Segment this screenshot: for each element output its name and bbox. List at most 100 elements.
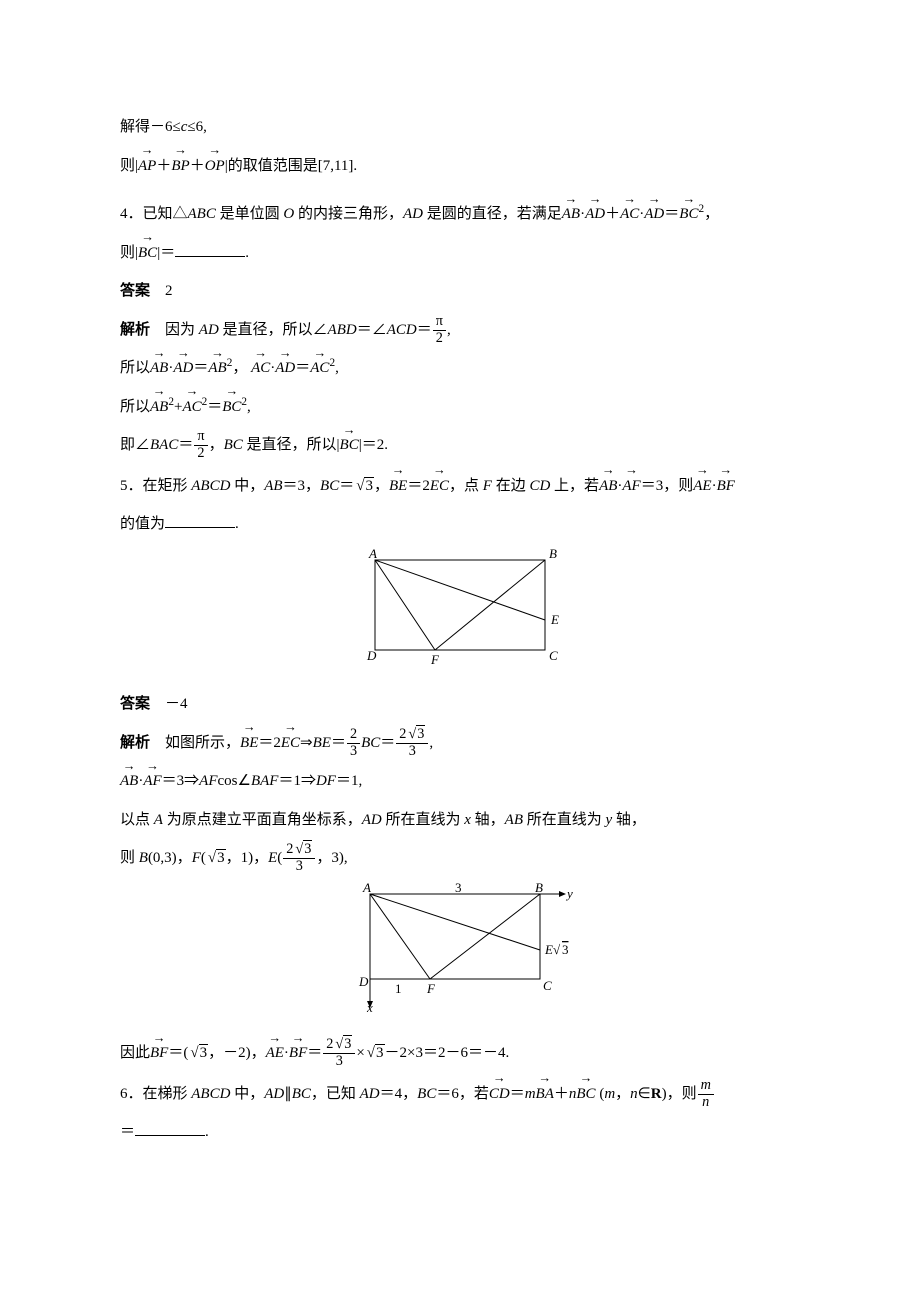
vec: AC [310,351,329,386]
vec: BE [240,726,258,761]
vec: BF [289,1036,307,1071]
sqrt3: 3 [365,1036,385,1071]
text: 因此 [120,1045,150,1061]
text: ( [596,1086,605,1102]
vec: BF [150,1036,168,1071]
var: n [630,1086,638,1102]
svg-text:A: A [362,882,371,895]
vec: AB [120,764,138,799]
label-e: E [550,612,559,627]
var: x [464,812,471,828]
eq: ＝ [193,360,208,376]
var: BE [313,735,331,751]
vec-af: AF [622,469,640,504]
text: 的值为 [120,516,165,532]
text: ＝ [510,1086,525,1102]
svg-text:B: B [535,882,543,895]
q4-explain-3: 所以AB2+AC2＝BC2, [120,390,800,425]
text: 是直径，所以| [243,437,340,453]
q5-diagram-1: A B C D E F [120,548,800,682]
text: ＝ [417,322,432,338]
text: ＝ [120,1124,135,1140]
explain-label: 解析 [120,322,150,338]
sqrt3: 3 [354,469,374,504]
frac: 23 [347,727,360,759]
text: cos∠ [218,773,251,789]
var: AB [264,478,282,494]
text: |＝ [157,245,175,261]
text: 上，若 [550,478,599,494]
label-b: B [549,548,557,561]
answer-label: 答案 [120,283,150,299]
text: , [447,322,451,338]
svg-text:√: √ [553,942,561,957]
text: ＝ [380,735,395,751]
text: ＝3， [283,478,321,494]
text: ，－2)， [208,1045,266,1061]
svg-text:C: C [543,978,552,993]
var: ACD [387,322,417,338]
var: A [154,812,163,828]
answer-value: 2 [165,283,173,299]
q5-explain-1: 解析如图所示，BE＝2EC⇒BE＝23BC＝233, [120,726,800,761]
label-d: D [366,648,377,663]
var: B [139,850,148,866]
text: , [429,735,433,751]
q5-stem-2: 的值为. [120,507,800,542]
q5-explain-3: 以点 A 为原点建立平面直角坐标系，AD 所在直线为 x 轴，AB 所在直线为 … [120,803,800,838]
vec: AB [150,390,168,425]
text: 所以 [120,399,150,415]
vec-cd: CD [489,1077,510,1112]
var: AF [199,773,217,789]
var: E [268,850,277,866]
text: 如图所示， [165,735,240,751]
var: O [283,206,294,222]
text: ⇒ [300,735,313,751]
text: 则| [120,245,138,261]
var: AD [264,1086,284,1102]
var: AD [403,206,423,222]
text: 所在直线为 [382,812,465,828]
vec-ba: BA [536,1077,554,1112]
q5-explain-4: 则 B(0,3)，F(3，1)，E(233，3), [120,841,800,876]
text: |＝2. [359,437,388,453]
text: 即∠ [120,437,150,453]
text: 则| [120,158,138,174]
var: AD [362,812,382,828]
vec: AC [251,351,270,386]
text: 解得－6≤ [120,119,181,135]
var: ABC [188,206,216,222]
var: ABCD [191,478,230,494]
var: BC [320,478,339,494]
text: 中， [230,478,264,494]
explain-label: 解析 [120,735,150,751]
text: 是直径，所以∠ [219,322,328,338]
vec-ad: AD [644,197,664,232]
q4-stem-2: 则|BC|＝. [120,236,800,271]
var: m [604,1086,615,1102]
label-f: F [430,652,440,667]
text: , [335,360,339,376]
blank [135,1120,205,1136]
vec-ap: AP [138,149,156,184]
vec-bc: BC [576,1077,595,1112]
text: 4．已知△ [120,206,188,222]
text: ＝1⇒ [278,773,316,789]
vec: BC [222,390,241,425]
text: 中， [230,1086,264,1102]
text: ，3), [316,850,347,866]
vec-op: OP [205,149,225,184]
set-R: R [651,1086,662,1102]
vec: AC [182,390,201,425]
text: 是圆的直径，若满足 [423,206,562,222]
var: BC [224,437,243,453]
text: 所以 [120,360,150,376]
text: ， [615,1086,630,1102]
var: AB [505,812,523,828]
svg-text:x: x [366,1000,373,1015]
blank [165,512,235,528]
q6-stem: 6．在梯形 ABCD 中，AD∥BC，已知 AD＝4，BC＝6，若CD＝mBA＋… [120,1077,800,1112]
vec-ab: AB [599,469,617,504]
text: 是单位圆 [216,206,284,222]
text: 在边 [492,478,530,494]
